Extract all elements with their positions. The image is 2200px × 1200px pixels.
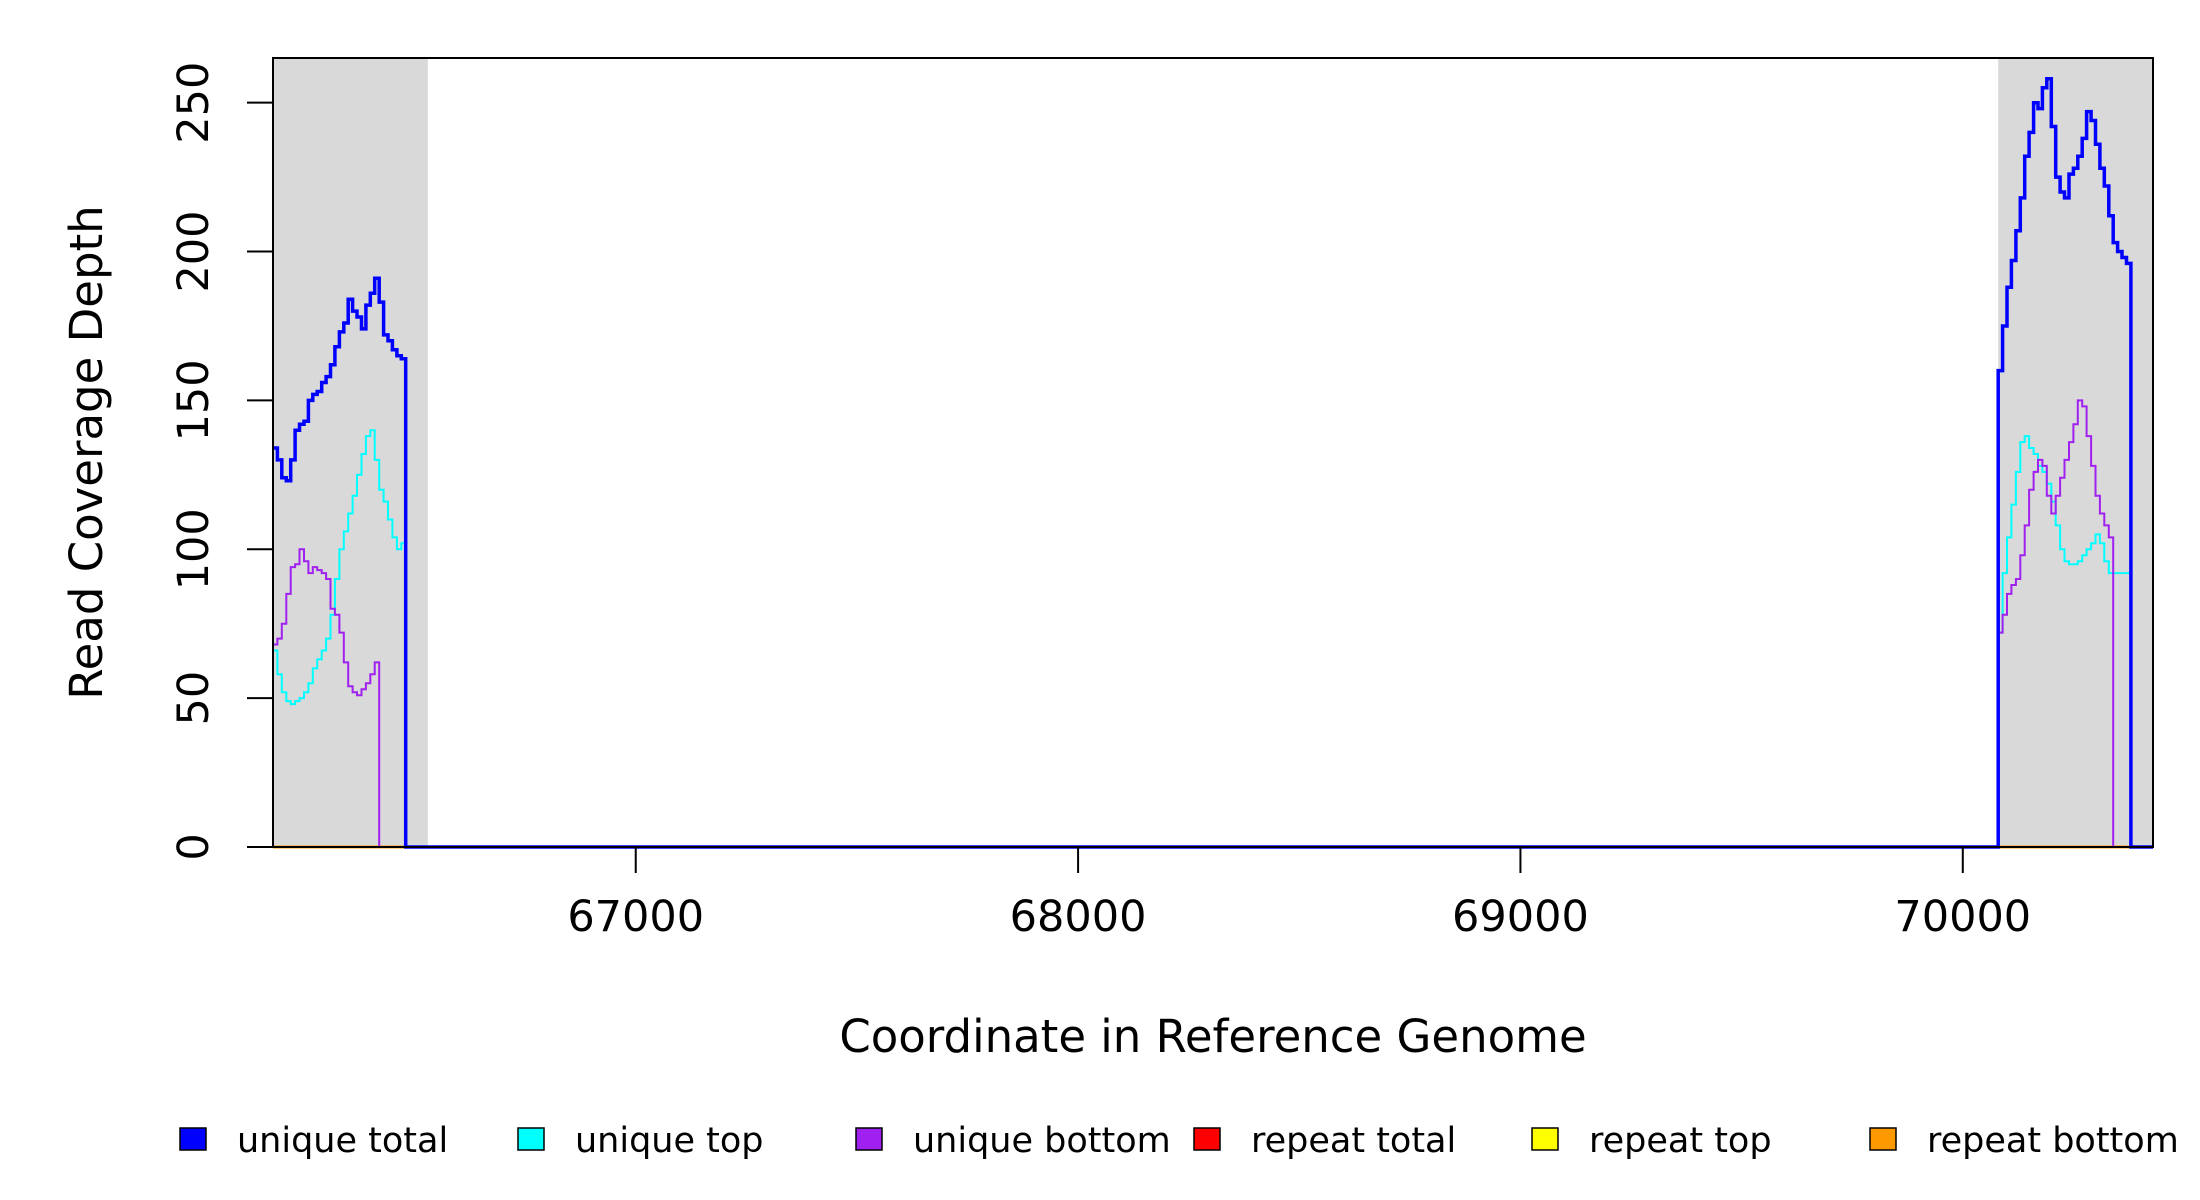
- legend-label-repeat-bottom: repeat bottom: [1927, 1121, 2179, 1161]
- y-axis-title: Read Coverage Depth: [60, 205, 113, 699]
- legend-label-repeat-top: repeat top: [1589, 1121, 1772, 1161]
- legend-swatch-unique-bottom: [855, 1127, 883, 1151]
- y-tick-label: 100: [169, 508, 219, 590]
- series-lines: [273, 77, 2153, 849]
- shaded-region-0: [273, 58, 428, 847]
- x-tick-label: 67000: [567, 892, 704, 942]
- legend-label-unique-bottom: unique bottom: [913, 1121, 1171, 1161]
- x-tick-label: 69000: [1452, 892, 1589, 942]
- legend-label-repeat-total: repeat total: [1251, 1121, 1456, 1161]
- x-tick-label: 70000: [1894, 892, 2031, 942]
- y-tick-label: 250: [169, 62, 219, 144]
- legend-swatch-repeat-bottom: [1869, 1127, 1897, 1151]
- x-tick-label: 68000: [1010, 892, 1147, 942]
- series-unique-total: [273, 77, 2153, 849]
- series-unique-top: [273, 429, 2153, 848]
- legend-label-unique-total: unique total: [237, 1121, 448, 1161]
- x-axis: 67000 68000 69000 70000: [567, 847, 2031, 942]
- plot-frame: [272, 57, 2154, 848]
- series-unique-bottom: [273, 399, 2153, 848]
- legend-swatch-repeat-top: [1531, 1127, 1559, 1151]
- legend-label-unique-top: unique top: [575, 1121, 764, 1161]
- legend-swatch-unique-top: [517, 1127, 545, 1151]
- legend-swatch-repeat-total: [1193, 1127, 1221, 1151]
- shaded-regions: [273, 58, 2153, 847]
- y-tick-label: 0: [169, 833, 219, 860]
- y-axis: 0 50 100 150 200 250: [169, 62, 273, 861]
- x-axis-title: Coordinate in Reference Genome: [839, 1010, 1586, 1063]
- y-tick-label: 200: [169, 210, 219, 292]
- y-tick-label: 150: [169, 359, 219, 441]
- y-tick-label: 50: [169, 671, 219, 726]
- legend-swatch-unique-total: [179, 1127, 207, 1151]
- legend: unique total unique top unique bottom repea…: [179, 1121, 2179, 1161]
